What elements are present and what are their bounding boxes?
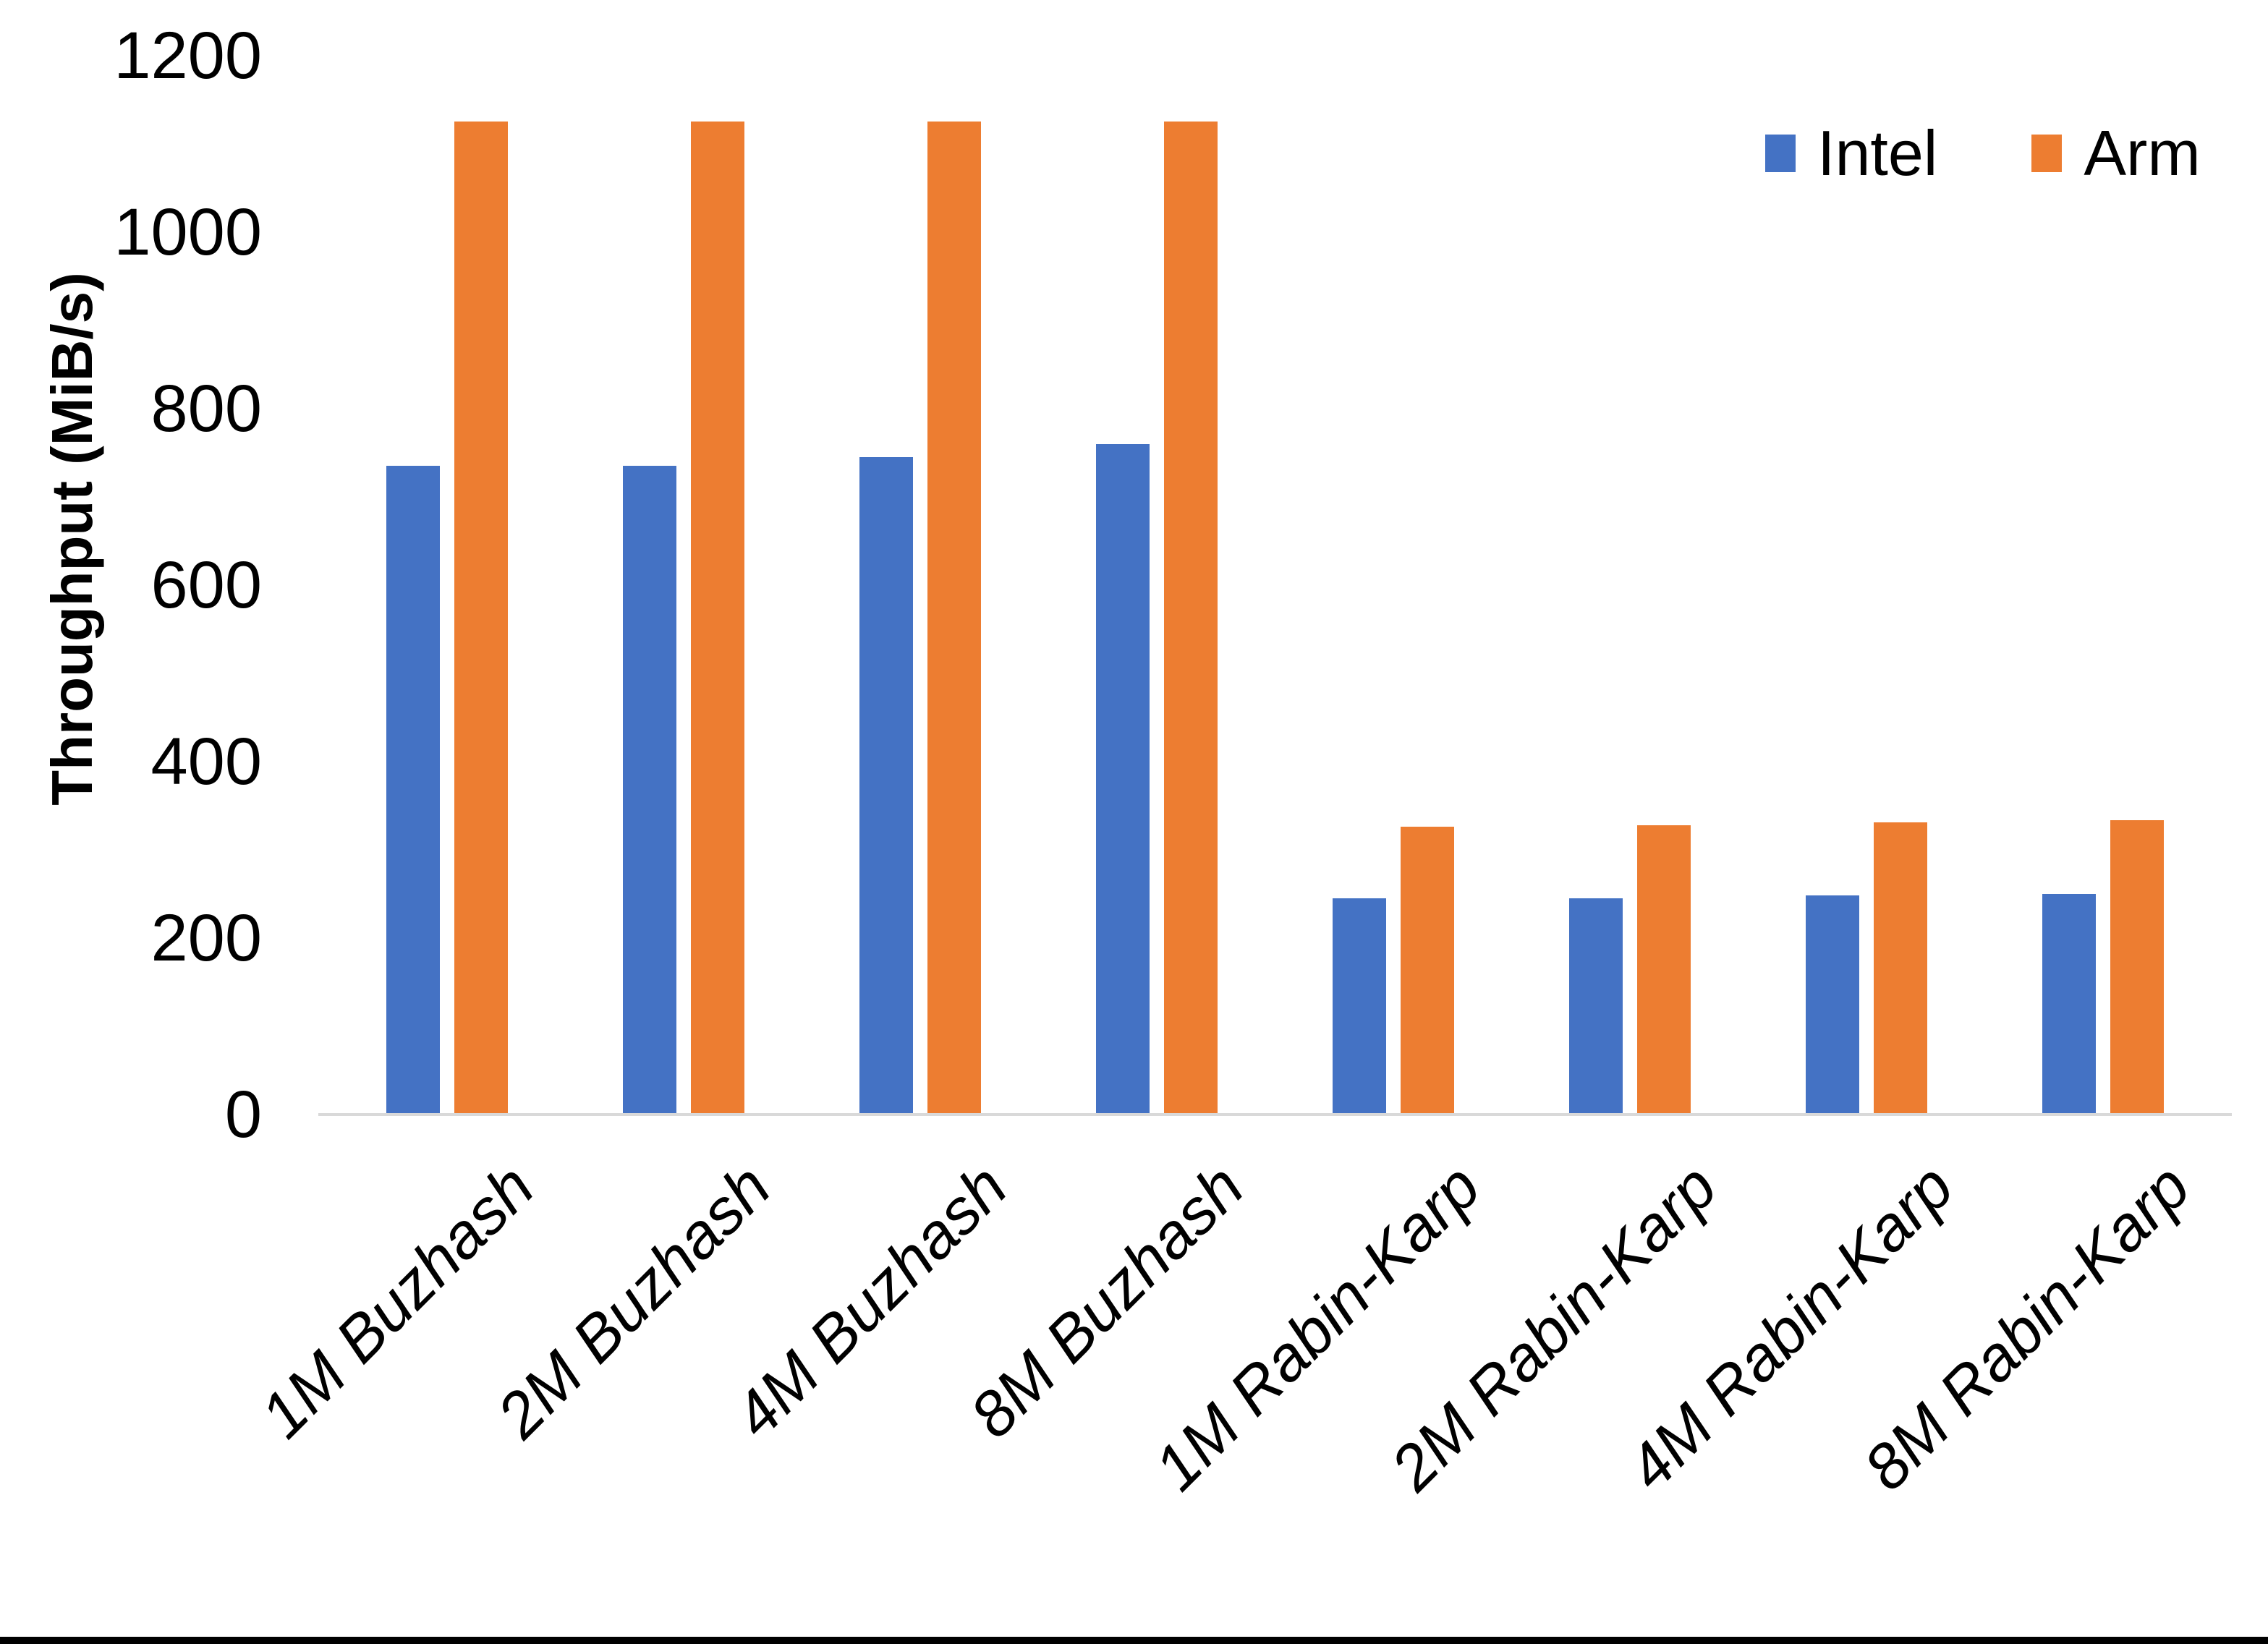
bar-arm-8m-rabin-karp [2110,820,2164,1115]
bar-arm-1m-buzhash [454,122,508,1115]
legend: Intel Arm [1765,122,2201,185]
bar-intel-2m-buzhash [623,466,676,1115]
legend-label-arm: Arm [2084,117,2201,189]
bar-intel-4m-buzhash [859,457,913,1115]
bar-intel-1m-rabin-karp [1333,898,1386,1115]
bar-intel-4m-rabin-karp [1806,895,1859,1115]
bar-arm-8m-buzhash [1164,122,1218,1115]
bar-arm-1m-rabin-karp [1401,827,1454,1115]
y-tick-label: 1000 [114,195,262,269]
y-tick-label: 400 [150,725,263,798]
legend-swatch-intel [1765,135,1796,172]
bar-arm-4m-buzhash [927,122,981,1115]
bar-arm-2m-rabin-karp [1637,825,1691,1115]
y-tick-label: 1200 [114,19,262,93]
y-tick-label: 600 [150,548,263,622]
bar-intel-8m-buzhash [1096,444,1150,1115]
bar-arm-4m-rabin-karp [1874,822,1927,1115]
legend-label-intel: Intel [1817,117,1938,189]
legend-item-intel: Intel [1765,122,1937,185]
bar-intel-2m-rabin-karp [1569,898,1623,1115]
bar-arm-2m-buzhash [691,122,744,1115]
x-axis-line [318,1113,2232,1116]
legend-swatch-arm [2031,135,2063,172]
legend-item-arm: Arm [2031,117,2201,189]
bar-intel-8m-rabin-karp [2042,894,2096,1115]
y-tick-label: 800 [150,372,263,446]
y-tick-label: 0 [224,1078,262,1151]
bar-intel-1m-buzhash [386,466,440,1115]
y-tick-label: 200 [150,901,263,975]
y-axis-title: Throughput (MiB/s) [40,272,104,806]
bottom-border [0,1637,2268,1644]
